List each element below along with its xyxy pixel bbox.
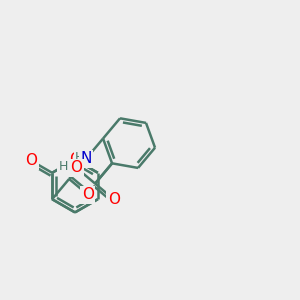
Text: N: N <box>80 151 92 166</box>
Text: H: H <box>59 160 68 173</box>
Text: O: O <box>108 192 120 207</box>
Text: O: O <box>70 160 82 175</box>
Text: O: O <box>69 152 81 167</box>
Text: H: H <box>75 151 84 164</box>
Text: O: O <box>26 153 38 168</box>
Text: O: O <box>82 187 94 202</box>
